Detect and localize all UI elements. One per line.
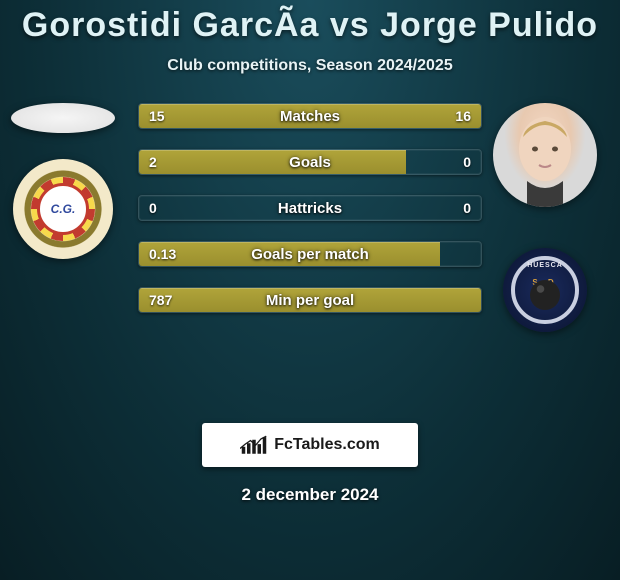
subtitle: Club competitions, Season 2024/2025 — [0, 57, 620, 75]
ball-icon — [530, 280, 560, 310]
right-player-avatar — [493, 103, 597, 207]
left-club-badge — [13, 159, 113, 259]
brand-attribution[interactable]: FcTables.com — [202, 423, 418, 467]
left-player-column — [8, 103, 118, 259]
stat-row: Goals per match0.13 — [138, 241, 482, 267]
stat-row: Hattricks0 0 — [138, 195, 482, 221]
brand-text: FcTables.com — [274, 436, 380, 454]
comparison-content: S D Matches1516Goals20Hattricks00Goals p… — [0, 103, 620, 403]
stats-list: Matches1516Goals20Hattricks00Goals per m… — [138, 103, 482, 313]
stat-bar-left — [139, 288, 481, 312]
stat-row: Min per goal787 — [138, 287, 482, 313]
date-text: 2 december 2024 — [0, 485, 620, 505]
stat-value-left: 0 — [139, 196, 167, 220]
stat-label: Hattricks — [139, 196, 481, 220]
stat-value-right — [461, 242, 481, 266]
stat-bar-left — [139, 104, 303, 128]
stat-bar-left — [139, 242, 440, 266]
stat-value-right: 0 — [453, 150, 481, 174]
left-player-avatar — [11, 103, 115, 133]
page-title: Gorostidi GarcÃ­a vs Jorge Pulido — [0, 0, 620, 45]
right-club-badge: S D — [503, 248, 587, 332]
stat-bar-right — [303, 104, 481, 128]
stat-row: Matches1516 — [138, 103, 482, 129]
stat-value-right: 0 — [453, 196, 481, 220]
right-player-column: S D — [490, 103, 600, 332]
stat-bar-left — [139, 150, 406, 174]
stat-row: Goals20 — [138, 149, 482, 175]
bar-chart-icon — [240, 434, 268, 456]
